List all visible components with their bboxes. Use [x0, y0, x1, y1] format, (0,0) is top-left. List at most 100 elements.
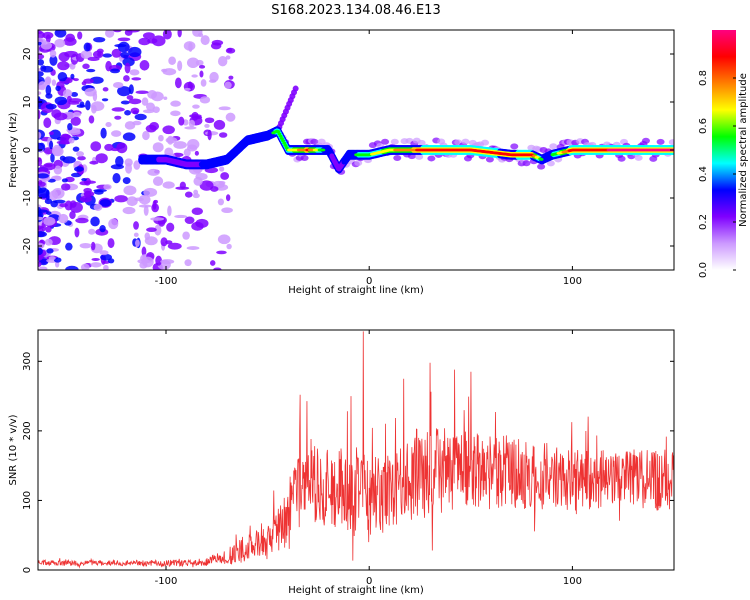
noise-blob: [218, 106, 231, 111]
noise-blob: [153, 199, 158, 204]
noise-blob: [79, 242, 92, 249]
noise-blob: [49, 49, 57, 58]
noise-blob: [147, 168, 160, 176]
noise-blob: [131, 77, 142, 81]
noise-blob: [93, 189, 107, 193]
haze-blob: [310, 138, 319, 145]
noise-blob: [225, 194, 231, 202]
signal-core: [276, 130, 281, 133]
noise-blob: [83, 190, 92, 198]
snr-frame: [37, 329, 675, 571]
noise-blob: [82, 63, 90, 69]
noise-blob: [142, 130, 150, 141]
noise-blob: [38, 96, 41, 100]
noise-blob: [105, 122, 112, 128]
noise-blob: [152, 176, 164, 187]
colorbar-tick-label: 0.8: [698, 70, 709, 86]
spectrogram-y-tick-label: 0: [22, 147, 33, 153]
haze-blob: [617, 155, 626, 162]
noise-blob: [40, 65, 47, 72]
noise-blob: [69, 202, 83, 213]
noise-blob: [191, 207, 203, 216]
noise-blob: [38, 81, 47, 91]
noise-blob: [189, 84, 194, 89]
noise-blob: [69, 211, 76, 220]
noise-blob: [199, 96, 211, 104]
noise-blob: [66, 95, 72, 103]
noise-blob: [87, 56, 100, 61]
signal-core: [283, 143, 288, 147]
noise-blob: [88, 115, 95, 124]
colorbar: 0.0 0.2 0.4 0.6 0.8 Normalized spectral ampl…: [698, 30, 749, 278]
noise-blob: [183, 148, 191, 157]
noise-blob: [115, 155, 124, 167]
noise-blob: [143, 205, 149, 216]
haze-blob: [546, 160, 555, 167]
colorbar-tick-label: 0.6: [698, 118, 709, 134]
noise-blob: [67, 129, 81, 136]
spectrogram-y-tick-label: 10: [22, 96, 33, 109]
noise-blob: [52, 144, 62, 156]
noise-blob: [89, 160, 99, 165]
noise-blob: [43, 216, 56, 226]
noise-blob: [42, 162, 56, 171]
noise-blob: [199, 70, 204, 78]
noise-blob: [192, 104, 200, 109]
noise-blob: [44, 76, 52, 85]
noise-blob: [158, 134, 164, 142]
noise-blob: [170, 110, 181, 117]
signal-core: [539, 158, 544, 161]
signal-core: [278, 134, 283, 138]
noise-blob: [228, 75, 234, 80]
noise-blob: [161, 68, 168, 73]
spectrogram-content: [38, 30, 674, 270]
noise-blob: [192, 193, 200, 199]
noise-blob: [122, 132, 136, 142]
noise-blob: [111, 48, 122, 58]
noise-blob: [103, 184, 112, 190]
noise-blob: [64, 200, 73, 211]
noise-blob: [38, 71, 44, 77]
noise-blob: [162, 181, 175, 189]
noise-blob: [141, 97, 149, 106]
noise-blob: [70, 116, 81, 126]
snr-y-tick-label: 300: [22, 352, 33, 371]
noise-blob: [38, 266, 48, 270]
noise-blob: [114, 115, 122, 120]
noise-blob: [123, 75, 130, 82]
noise-blob: [194, 150, 199, 156]
noise-blob: [90, 101, 105, 112]
noise-blob: [53, 199, 66, 204]
noise-blob: [70, 73, 75, 79]
noise-blob: [83, 42, 91, 52]
noise-blob: [79, 180, 90, 186]
colorbar-label: Normalized spectral amplitude: [738, 73, 749, 227]
noise-blob: [221, 207, 233, 214]
noise-blob: [81, 177, 87, 182]
noise-blob: [217, 234, 231, 245]
noise-blob: [85, 100, 91, 111]
noise-blob: [139, 60, 150, 71]
noise-blob: [208, 79, 217, 83]
noise-blob: [103, 264, 109, 270]
noise-blob: [141, 256, 154, 268]
noise-blob: [216, 250, 227, 255]
noise-blob: [167, 242, 182, 250]
noise-blob: [218, 132, 228, 138]
haze-blob: [656, 138, 665, 145]
noise-blob: [184, 259, 192, 267]
noise-blob: [188, 119, 196, 128]
noise-blob: [38, 173, 49, 179]
noise-blob: [152, 142, 164, 153]
noise-blob: [90, 262, 102, 268]
noise-blob: [61, 178, 68, 183]
noise-blob: [177, 60, 183, 72]
noise-blob: [184, 191, 193, 198]
noise-blob: [184, 87, 191, 91]
noise-blob: [90, 216, 100, 227]
noise-blob: [142, 32, 155, 39]
colorbar-tick-label: 0.0: [698, 262, 709, 278]
spectrogram-x-tick-label: -100: [155, 276, 178, 287]
